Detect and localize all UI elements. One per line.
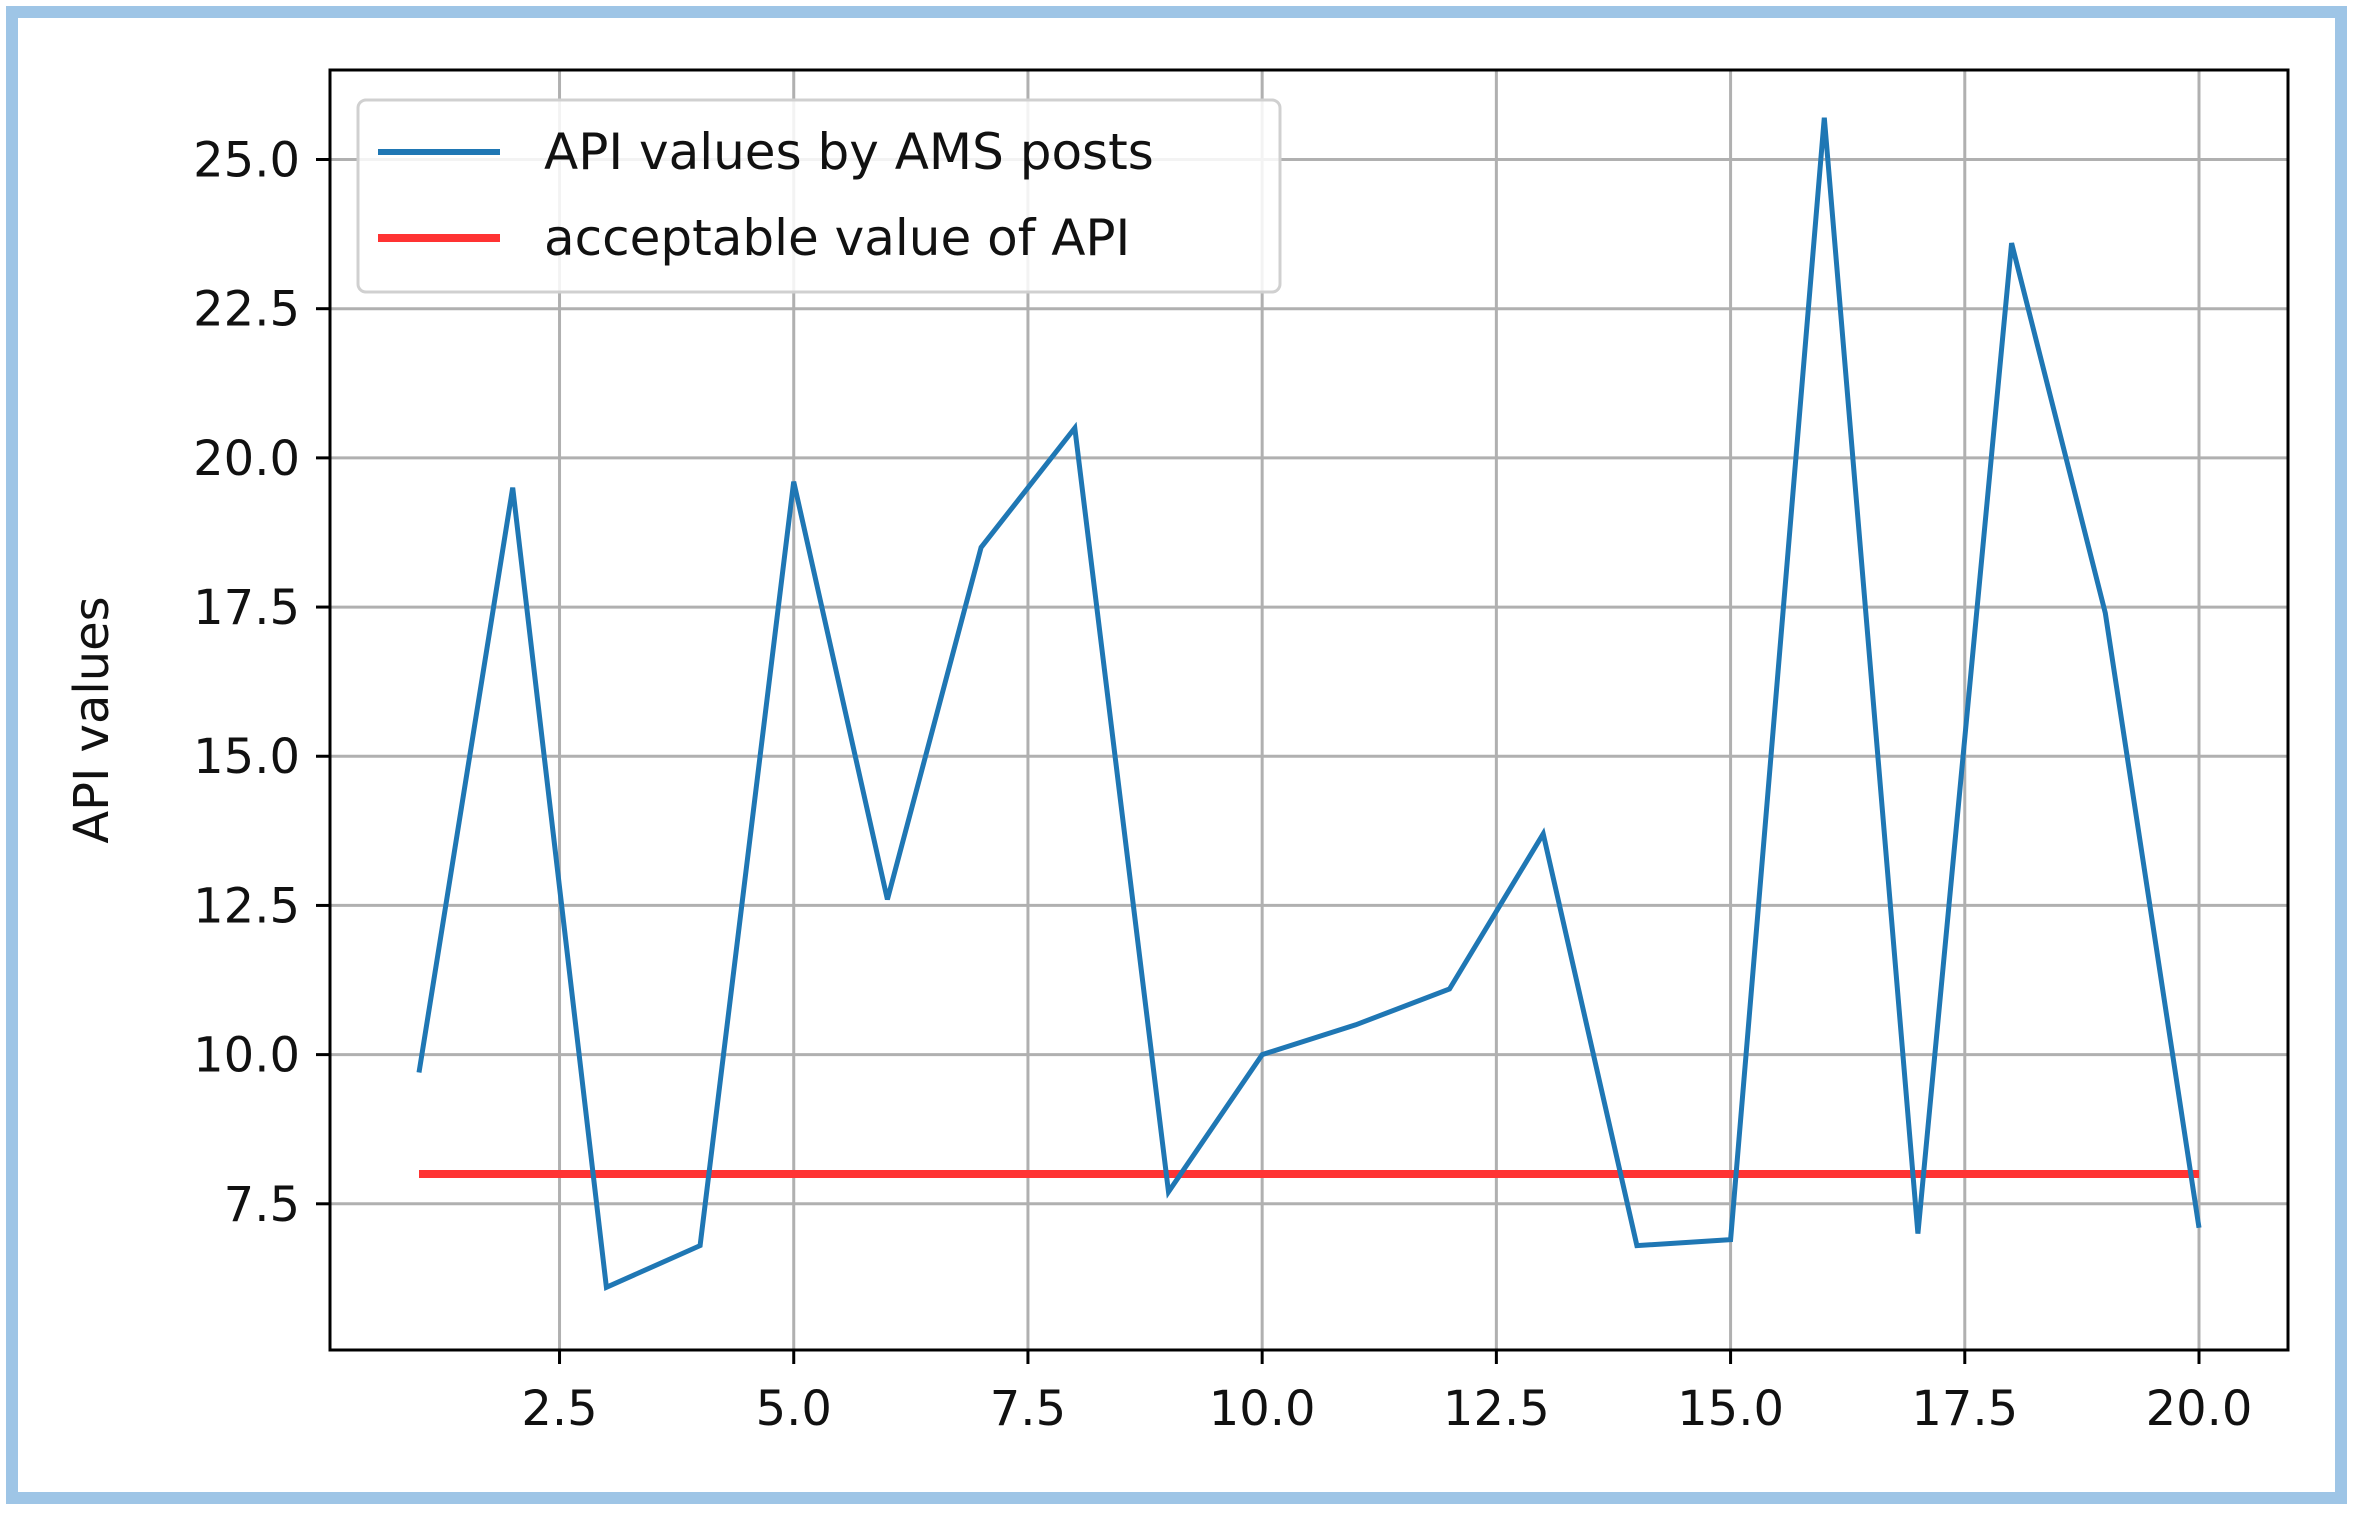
x-tick-label: 12.5 [1443,1381,1550,1437]
y-tick-label: 7.5 [224,1177,300,1233]
plot-area [328,68,2290,1352]
y-axis: 7.5 10.0 12.5 15.0 17.5 20.0 22.5 25.0 [193,133,330,1233]
y-axis-label: API values [64,596,120,843]
x-tick-label: 10.0 [1209,1381,1316,1437]
grid [330,70,2288,1350]
legend: API values by AMS posts acceptable value … [356,98,1282,294]
x-tick-label: 15.0 [1677,1381,1784,1437]
x-axis: 2.5 5.0 7.5 10.0 12.5 15.0 17.5 20.0 [521,1350,2252,1437]
legend-label: acceptable value of API [544,209,1130,267]
legend-box [356,98,1282,294]
y-tick-label: 22.5 [193,282,300,338]
y-tick-label: 10.0 [193,1028,300,1084]
x-tick-label: 7.5 [990,1381,1066,1437]
y-tick-label: 12.5 [193,878,300,934]
series-line-api-values [416,117,2202,1291]
series-layer [416,117,2202,1291]
x-tick-label: 20.0 [2146,1381,2253,1437]
y-tick-label: 25.0 [193,133,300,189]
y-tick-label: 15.0 [193,729,300,785]
y-tick-label: 17.5 [193,580,300,636]
x-tick-label: 2.5 [521,1381,597,1437]
y-tick-label: 20.0 [193,431,300,487]
x-tick-label: 5.0 [756,1381,832,1437]
x-tick-label: 17.5 [1911,1381,2018,1437]
legend-label: API values by AMS posts [544,123,1154,181]
